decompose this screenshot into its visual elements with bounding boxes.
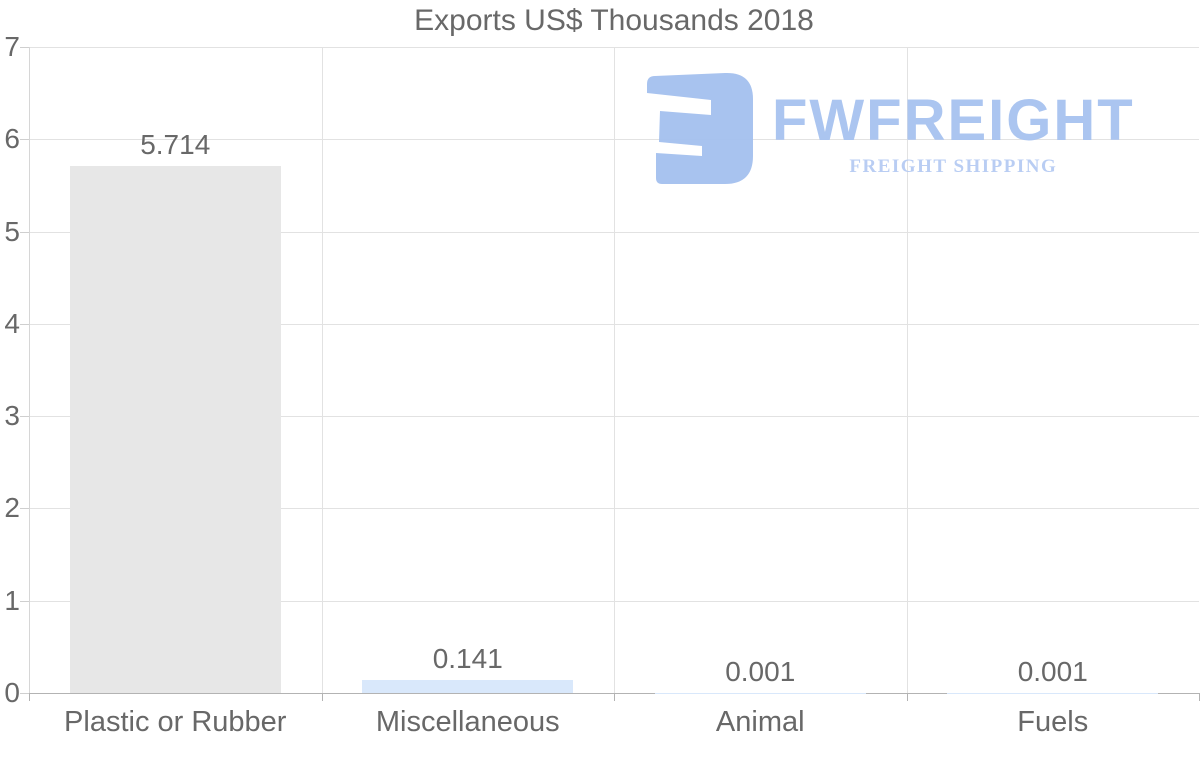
x-axis-tick xyxy=(29,694,30,701)
y-tick-label: 1 xyxy=(4,584,20,616)
category-label: Miscellaneous xyxy=(375,706,560,738)
y-tick-label: 4 xyxy=(4,307,20,339)
y-axis-line xyxy=(29,47,30,693)
fwfreight-logo-icon xyxy=(647,72,753,184)
gridline-vertical xyxy=(614,47,615,693)
bar-miscellaneous xyxy=(362,679,574,693)
bar-value-label: 5.714 xyxy=(140,128,211,160)
x-axis-tick xyxy=(614,694,615,701)
bar-plastic-or-rubber xyxy=(69,165,281,693)
bar-value-label: 0.001 xyxy=(1017,655,1088,687)
bar-value-label: 0.141 xyxy=(432,642,503,674)
y-axis-tick xyxy=(20,508,29,510)
logo-brand-text: FWFREIGHT xyxy=(772,88,1135,153)
x-axis-tick xyxy=(321,694,323,701)
logo-tagline-text: FREIGHT SHIPPING xyxy=(849,156,1058,177)
y-tick-label: 3 xyxy=(4,400,20,432)
y-axis-tick xyxy=(20,47,29,48)
y-axis-tick xyxy=(20,416,29,418)
category-label: Animal xyxy=(715,706,805,738)
y-tick-label: 2 xyxy=(4,492,20,524)
y-axis-tick xyxy=(20,600,29,602)
gridline-vertical xyxy=(321,47,323,693)
gridline-vertical xyxy=(906,47,908,693)
category-label: Fuels xyxy=(1017,706,1089,738)
y-axis-tick xyxy=(20,231,29,233)
y-tick-label: 6 xyxy=(4,123,20,155)
y-tick-label: 5 xyxy=(4,215,20,247)
y-tick-label: 0 xyxy=(4,677,20,708)
y-axis-tick xyxy=(20,693,29,694)
category-label: Plastic or Rubber xyxy=(64,706,287,738)
y-axis-tick xyxy=(20,323,29,325)
y-tick-label: 7 xyxy=(4,31,20,62)
x-axis-line xyxy=(29,693,1200,694)
bar-value-label: 0.001 xyxy=(725,655,796,687)
y-axis-tick xyxy=(20,139,29,141)
fwfreight-logo: FWFREIGHT FREIGHT SHIPPING xyxy=(645,72,1135,185)
chart-title: Exports US$ Thousands 2018 xyxy=(414,4,814,37)
logo-icon-shape xyxy=(647,72,753,184)
x-axis-tick xyxy=(906,694,908,701)
logo-text-block: FWFREIGHT FREIGHT SHIPPING xyxy=(772,72,1135,177)
